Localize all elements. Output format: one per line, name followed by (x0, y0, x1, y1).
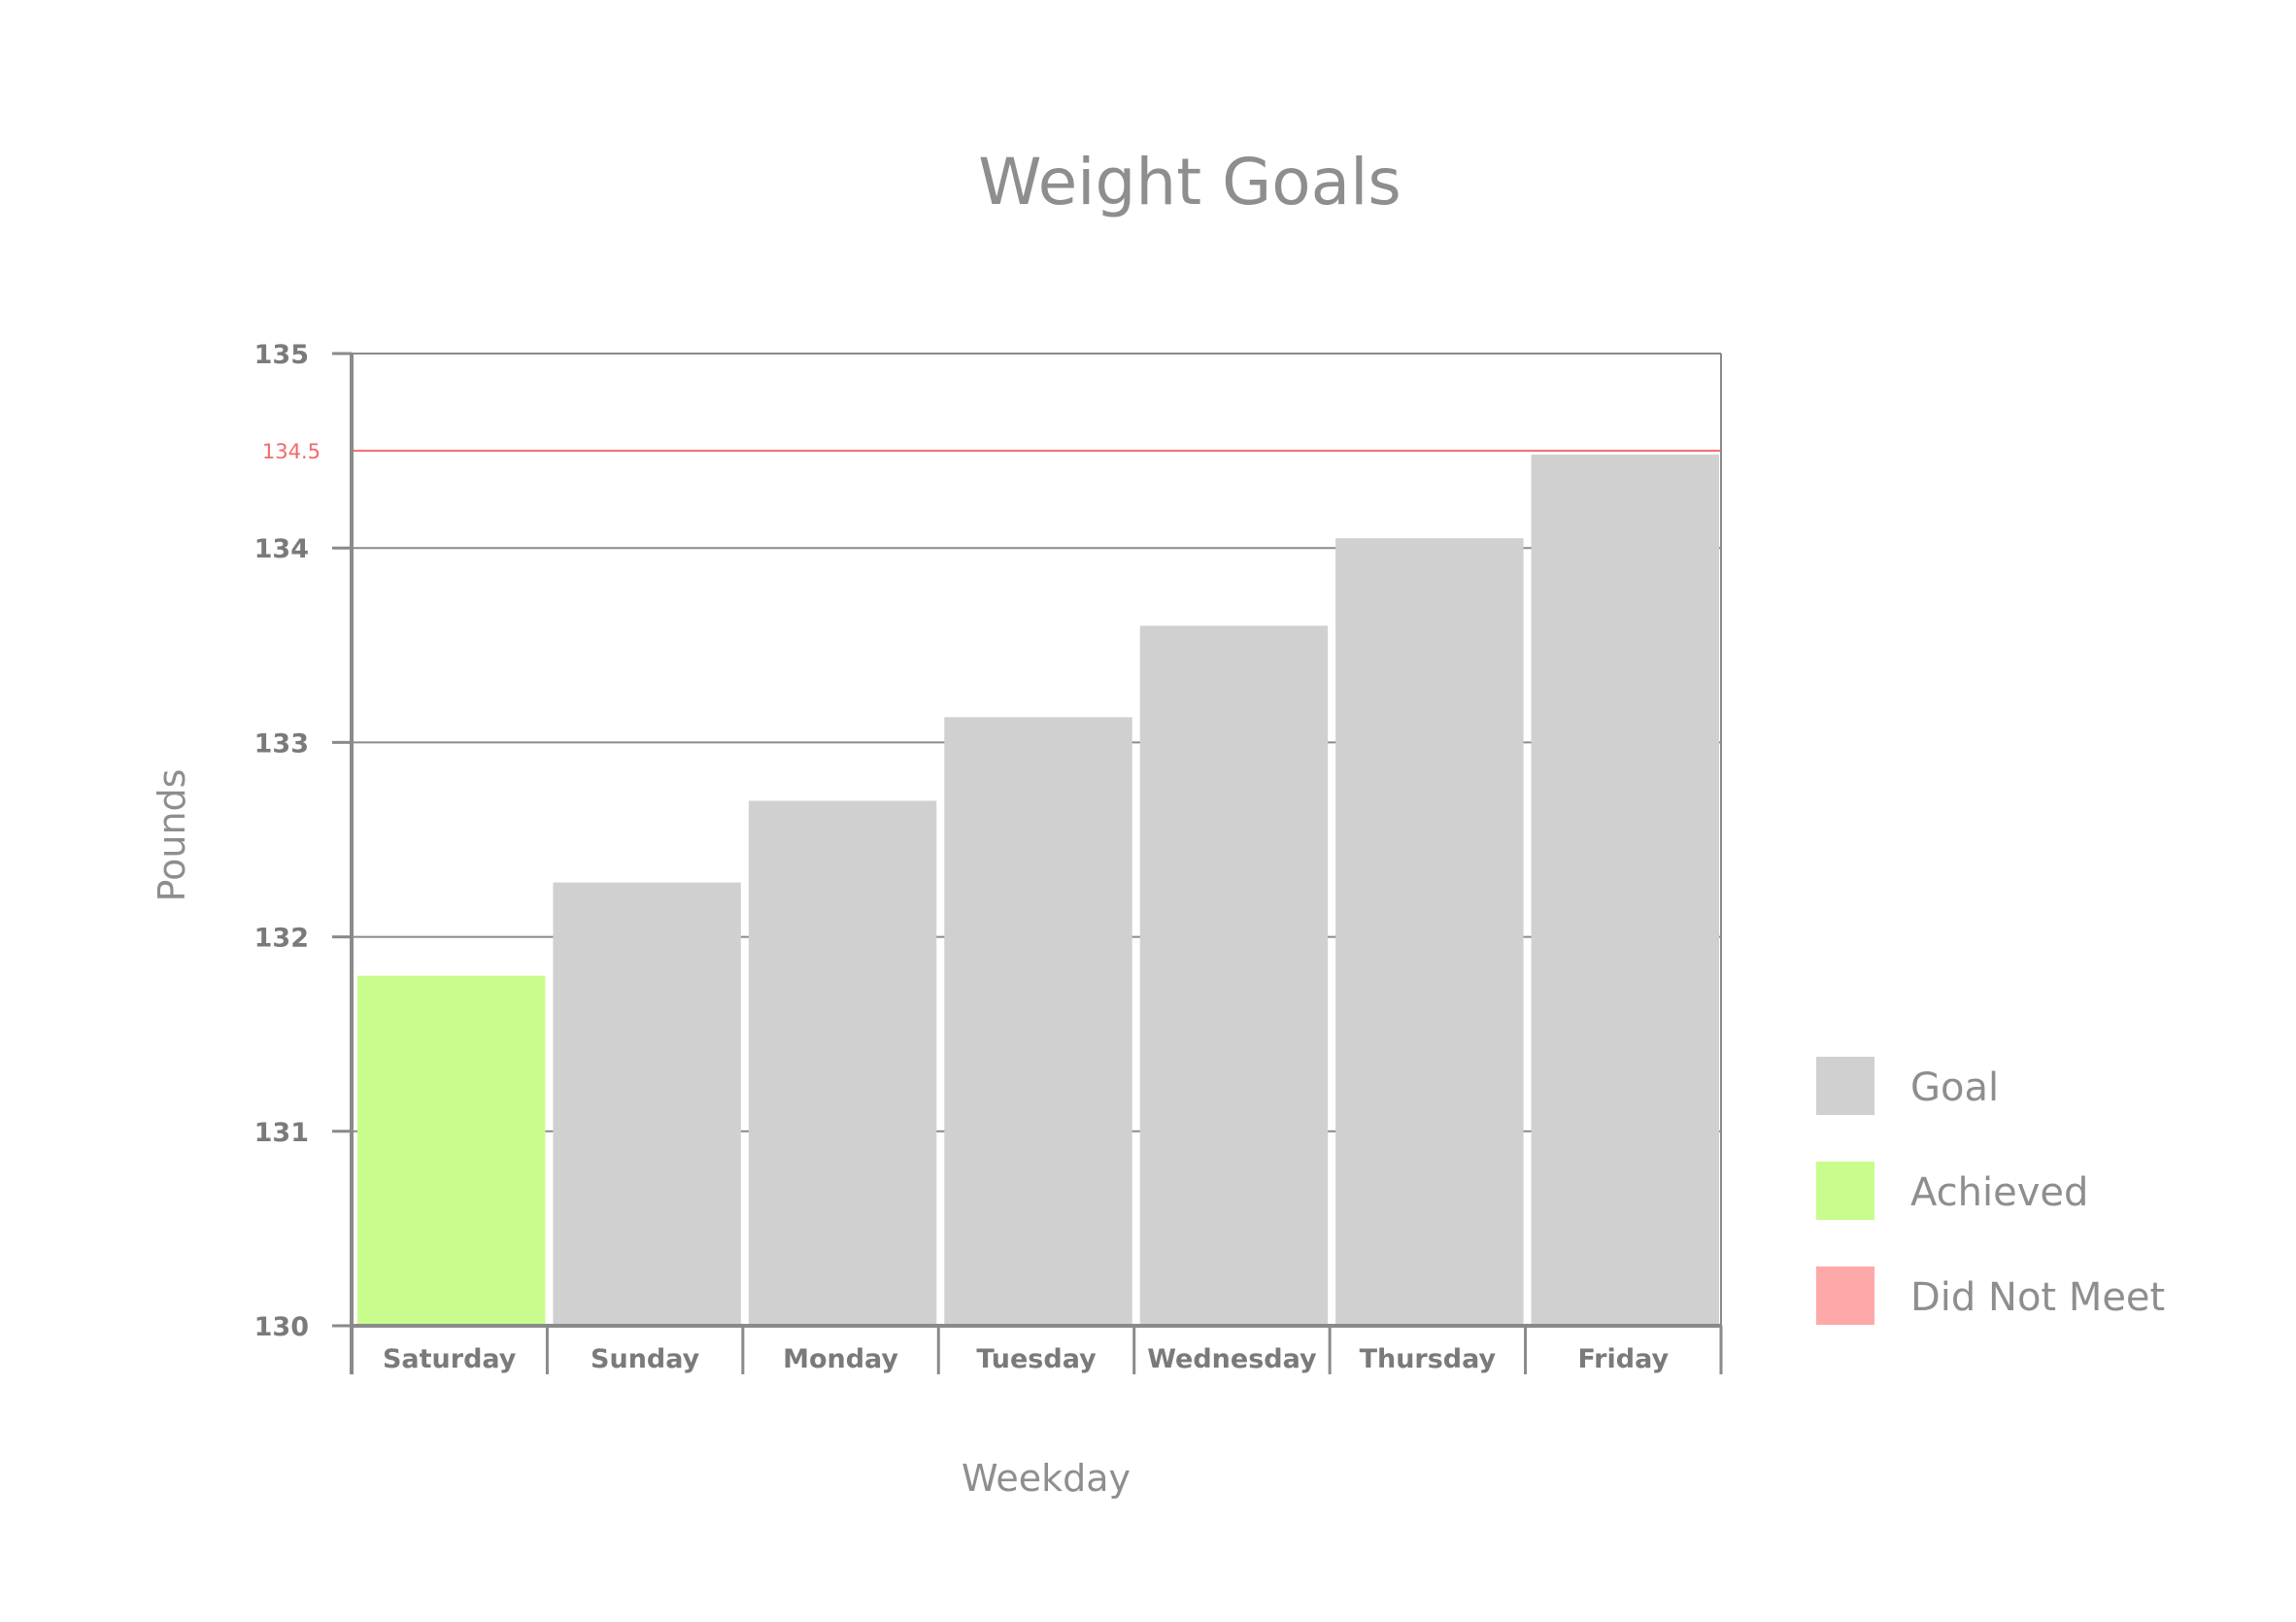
x-tick-label: Wednesday (1147, 1344, 1317, 1374)
bar-friday (1531, 455, 1719, 1326)
x-axis-title: Weekday (962, 1457, 1131, 1500)
bar-sunday (553, 882, 741, 1326)
reference-line-group: 134.5 (262, 440, 1721, 463)
legend-label: Goal (1910, 1065, 1999, 1110)
y-tick-label: 131 (254, 1118, 309, 1148)
chart-title: Weight Goals (978, 145, 1401, 220)
bar-wednesday (1139, 625, 1329, 1326)
x-tick-label: Friday (1577, 1344, 1669, 1374)
y-tick-labels: 130 131 132 133 134 135 (254, 340, 309, 1342)
bar-monday (748, 800, 937, 1326)
x-tick-label: Thursday (1360, 1344, 1497, 1374)
x-tick-label: Sunday (591, 1344, 700, 1374)
legend-swatch (1816, 1162, 1874, 1220)
legend-swatch (1816, 1057, 1874, 1115)
bar-tuesday (944, 717, 1132, 1326)
x-tick-labels: Saturday Sunday Monday Tuesday Wednesday Thur… (383, 1344, 1669, 1374)
y-tick-label: 130 (254, 1312, 309, 1342)
bar-saturday (357, 975, 546, 1326)
legend-swatch (1816, 1267, 1874, 1325)
y-tick-label: 135 (254, 340, 309, 370)
y-tick-label: 133 (254, 728, 309, 759)
x-tick-label: Monday (783, 1344, 898, 1374)
legend-label: Did Not Meet (1910, 1275, 2165, 1320)
bars (357, 455, 1719, 1326)
x-tick-label: Saturday (383, 1344, 517, 1374)
y-tick-label: 132 (254, 924, 309, 954)
reference-line-label: 134.5 (262, 440, 321, 463)
legend: Goal Achieved Did Not Meet (1816, 1057, 2165, 1325)
x-tick-label: Tuesday (976, 1344, 1097, 1374)
axes (332, 352, 1723, 1374)
y-tick-label: 134 (254, 534, 309, 564)
bar-thursday (1335, 538, 1524, 1326)
legend-label: Achieved (1910, 1170, 2088, 1215)
y-axis-title: Pounds (151, 769, 193, 902)
